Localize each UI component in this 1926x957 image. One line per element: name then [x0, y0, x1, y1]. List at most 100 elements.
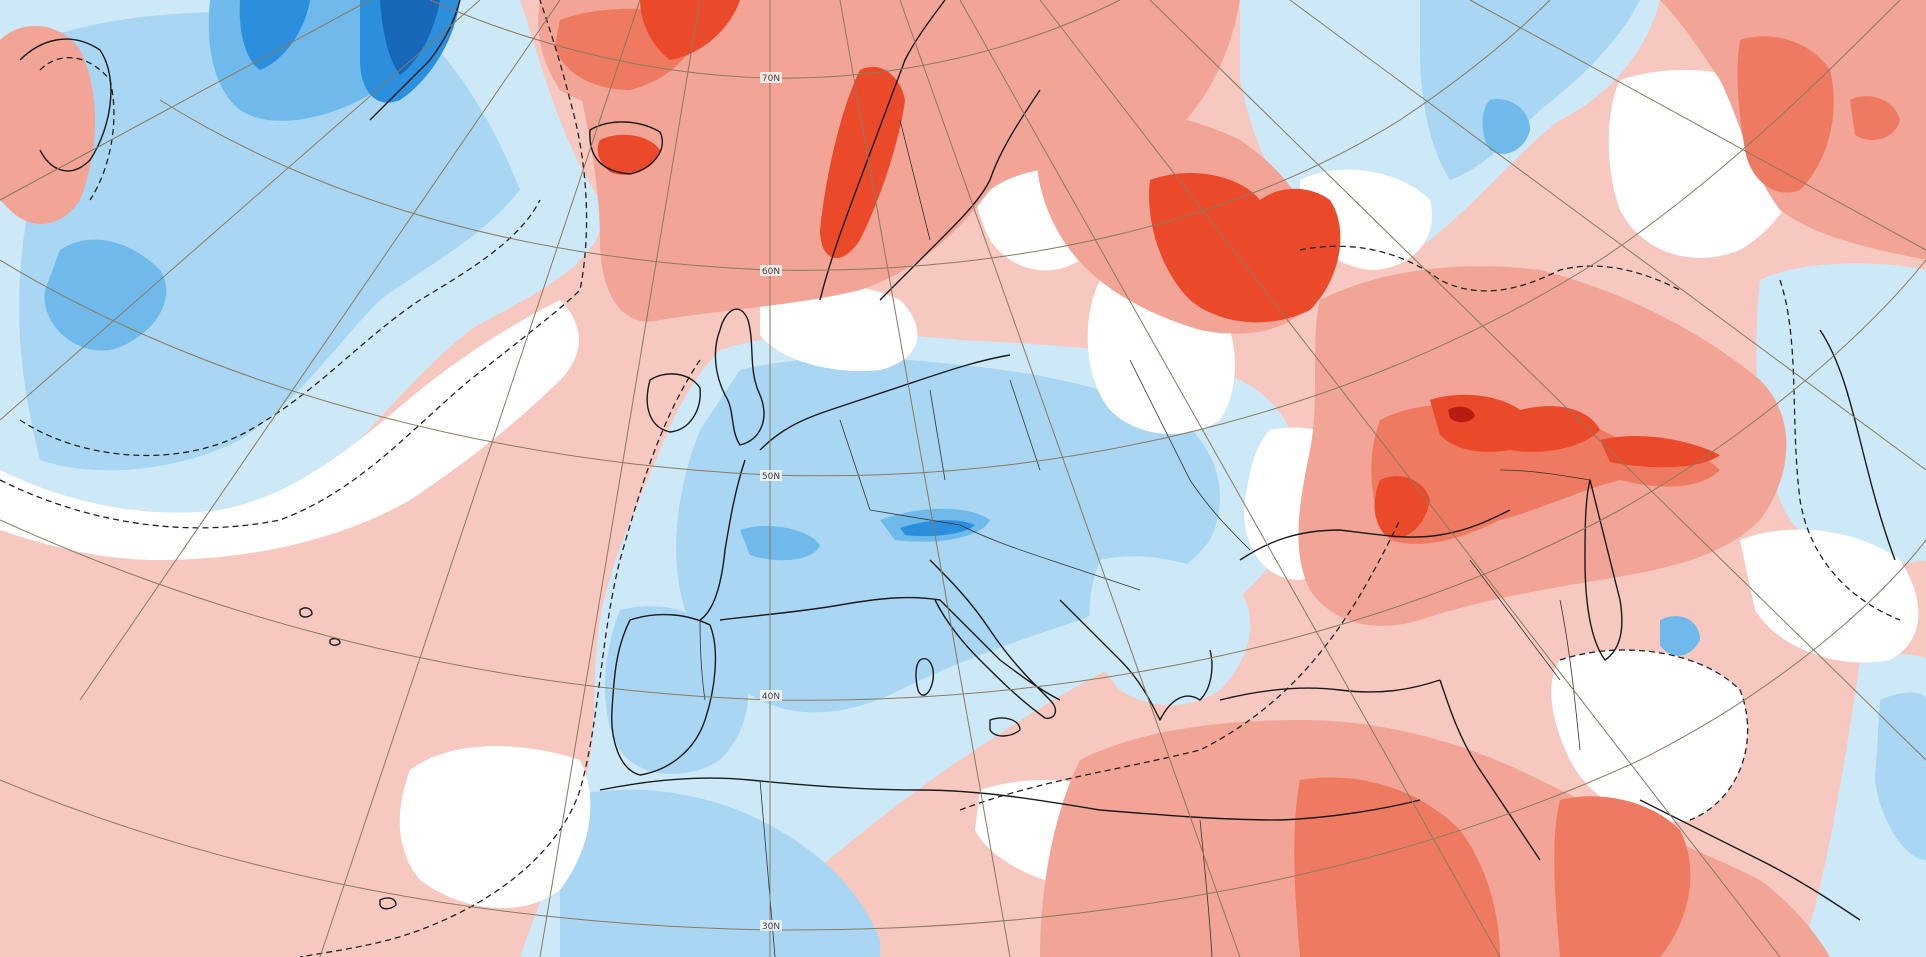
coastline-sardinia: [915, 658, 935, 696]
cold-region-balkans: [1089, 556, 1251, 705]
meridian-e: [0, 0, 481, 421]
border-france-germany: [839, 419, 871, 511]
warm-region-turkey-hot: [1430, 394, 1600, 452]
latitude-circle-40n: [0, 259, 1926, 701]
cold-region-atlantic-west-deep: [44, 239, 167, 351]
warm-region-arabia-hot: [1554, 796, 1691, 957]
warm-region-russia-hotspot: [1149, 172, 1341, 323]
label-bg-30n: [760, 920, 782, 931]
cold-region-iberia-mid: [605, 606, 749, 774]
coastline-azores: [299, 607, 313, 618]
meridian-i: [959, 0, 1501, 957]
label-bg-70n: [760, 72, 782, 83]
border-iran-iraq: [1559, 599, 1581, 751]
contour-africa: [959, 519, 1401, 811]
coastline-italy: [929, 559, 1057, 719]
coastlines: [19, 0, 1896, 921]
warm-region-caucasus-hot: [1600, 435, 1720, 468]
latitude-label-70n: 70N: [762, 74, 780, 84]
meridian-c: [319, 0, 641, 957]
coastline-sweden-finland: [879, 89, 1041, 301]
border-middle-east: [1469, 559, 1561, 681]
coastline-europe-north: [759, 354, 1011, 451]
coastline-levant: [1439, 679, 1541, 861]
coastline-norway: [819, 0, 946, 301]
coastline-sicily: [989, 717, 1021, 737]
coastline-ireland: [646, 373, 701, 433]
neutral-band-atlantic: [0, 300, 579, 560]
coastline-east-far: [1819, 329, 1896, 561]
coastline-arabia: [1639, 799, 1861, 921]
border-maghreb: [759, 779, 776, 957]
label-bg-60n: [760, 265, 782, 276]
coastline-black-sea: [1239, 509, 1511, 561]
label-bg-50n: [760, 470, 782, 481]
meridian-l: [1289, 0, 1926, 471]
cold-region-east-edge-lower-mid: [1875, 692, 1926, 860]
cold-region-russia-north-deep: [1482, 99, 1530, 154]
coastline-north-africa: [599, 777, 1421, 821]
border-alps: [869, 509, 961, 526]
latitude-circle-50n: [0, 0, 1901, 477]
latitude-circle-60n: [159, 0, 1551, 271]
contour-russia: [1299, 245, 1681, 292]
label-bg-40n: [760, 690, 782, 701]
neutral-patch-iran: [1551, 650, 1748, 822]
meridian-j: [1039, 0, 1781, 957]
meridian-b: [539, 0, 701, 957]
contour-europe-west: [299, 359, 701, 957]
warm-region-greenland-west: [0, 26, 95, 224]
coastline-iberia: [611, 613, 717, 776]
cold-region-russia-north-mid: [1420, 0, 1640, 180]
meridian-g: [839, 0, 1011, 957]
warm-region-northeast-hot: [1737, 36, 1834, 193]
cold-region-east-edge: [1756, 263, 1926, 564]
meridian-d: [79, 0, 561, 701]
neutral-patch-north-sea: [760, 285, 918, 371]
coastline-caspian: [1584, 479, 1623, 661]
meridian-h: [899, 0, 1241, 957]
warm-region-northeast-hot2: [1850, 96, 1900, 140]
warm-region-levant-hot: [1374, 476, 1430, 539]
warm-region-sahara-hot: [1294, 777, 1500, 957]
coastline-canary: [379, 897, 397, 910]
border-ukraine-russia: [1129, 359, 1251, 551]
border-scandinavia: [899, 119, 931, 241]
latitude-label-30n: 30N: [762, 922, 780, 932]
coastline-greenland: [369, 0, 461, 121]
meridian-m: [1469, 0, 1926, 251]
meridian-k: [1149, 0, 1926, 761]
coastline-greenland-south: [19, 38, 112, 172]
coastline-iceland: [589, 121, 664, 175]
latitude-label-40n: 40N: [762, 692, 780, 702]
latitude-circle-30n: [0, 539, 1926, 931]
coastline-france-west: [699, 459, 746, 621]
country-borders: [699, 119, 1591, 957]
cold-region-greenland-core: [239, 0, 310, 70]
cold-region-caspian-spot: [1660, 616, 1700, 656]
warm-region-iceland-hot: [640, 0, 740, 60]
contour-iran: [1559, 649, 1749, 821]
coastline-balkans: [1059, 599, 1213, 721]
contour-east: [1779, 279, 1901, 621]
warm-region-iceland-center: [597, 134, 660, 175]
border-iberia: [699, 619, 706, 701]
warm-region-turkey-core: [1448, 406, 1475, 423]
neutral-patch-east-far: [1740, 529, 1919, 663]
coastline-med-north: [719, 596, 1061, 701]
coastline-great-britain: [714, 308, 765, 446]
coastline-madeira: [329, 637, 341, 646]
cold-region-north-africa-mid: [560, 789, 880, 957]
border-danube: [959, 524, 1141, 591]
cold-region-france-deep: [740, 525, 820, 561]
latitude-labels: 70N 60N 50N 40N 30N: [760, 72, 782, 932]
meridian-f: [0, 0, 371, 201]
contour-atlantic-inner: [19, 199, 541, 457]
latitude-label-60n: 60N: [762, 267, 780, 277]
cold-region-atlantic-west-mid: [19, 11, 521, 471]
border-caucasus: [1499, 469, 1591, 481]
